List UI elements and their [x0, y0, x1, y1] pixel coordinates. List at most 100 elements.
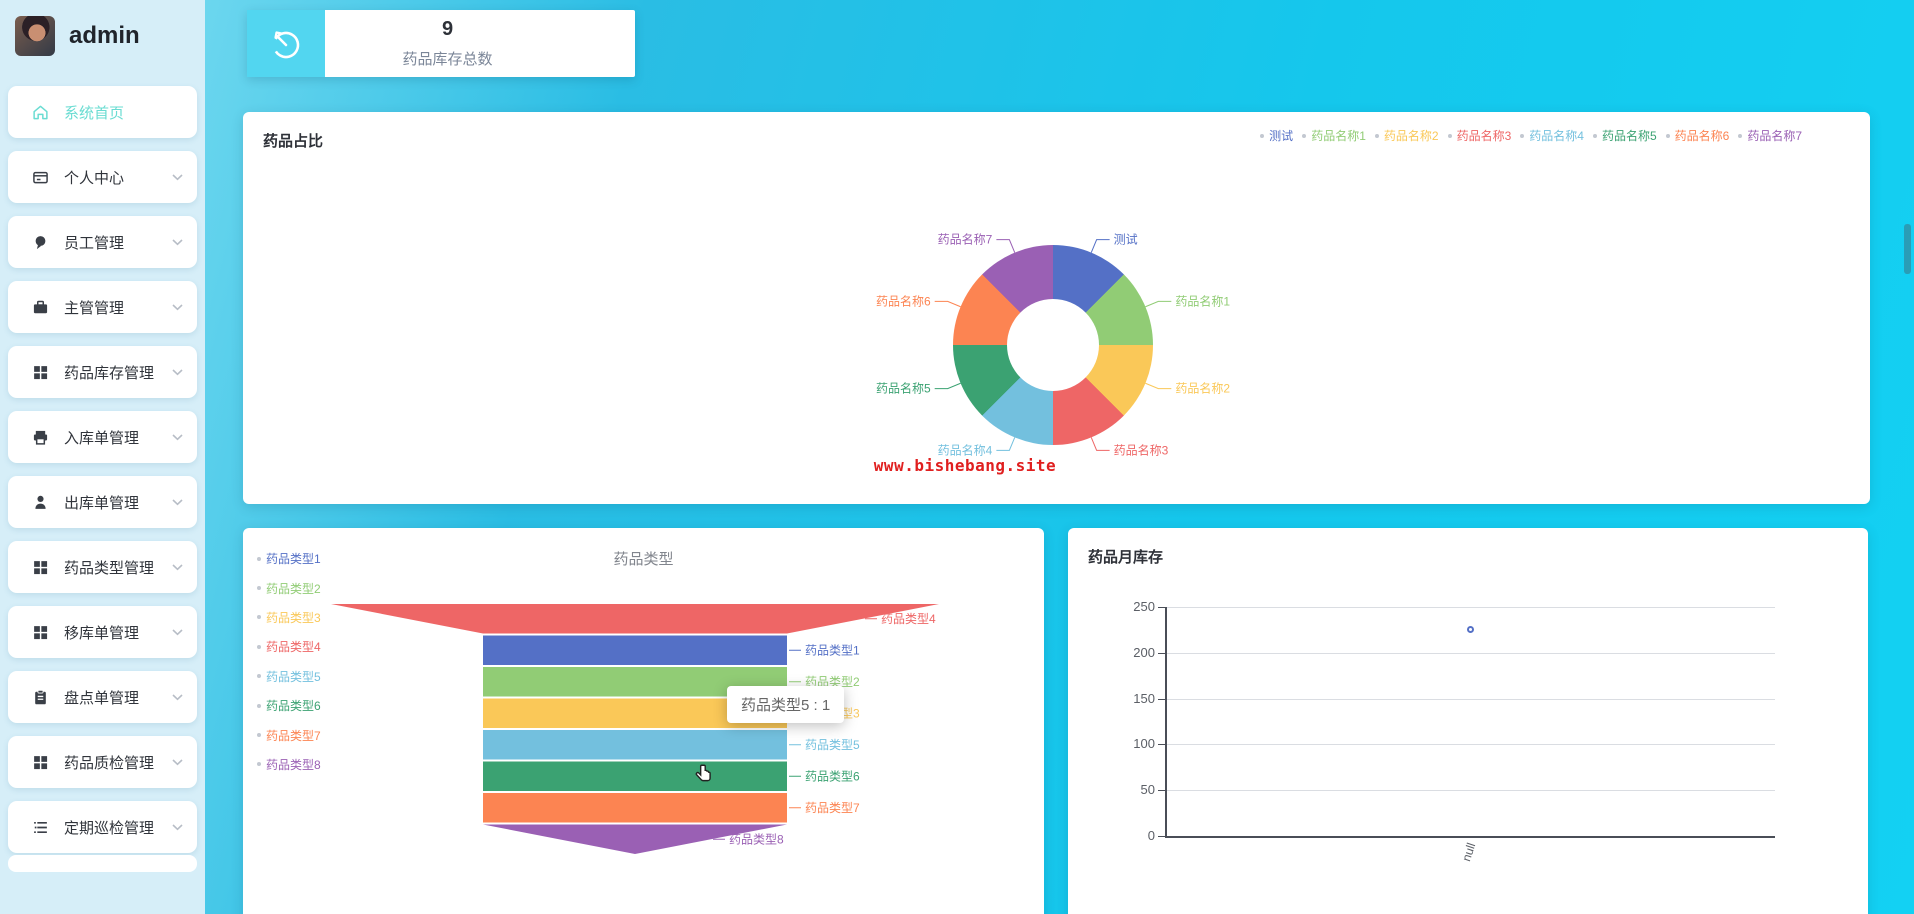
legend-dot-icon [1665, 133, 1670, 138]
funnel-legend-item[interactable]: 药品类型5 [257, 662, 321, 691]
funnel-layer[interactable] [483, 730, 787, 760]
sidebar-item-9[interactable]: 移库单管理 [8, 606, 197, 658]
pie-legend-item[interactable]: 药品名称2 [1374, 127, 1439, 144]
funnel-legend-item[interactable]: 药品类型1 [257, 544, 321, 573]
stat-label: 药品库存总数 [402, 51, 493, 68]
funnel-layer-label: 药品类型7 [805, 801, 860, 815]
sidebar-item-4[interactable]: 主管管理 [8, 281, 197, 333]
funnel-legend-item[interactable]: 药品类型2 [257, 573, 321, 602]
sidebar-item-8[interactable]: 药品类型管理 [8, 541, 197, 593]
y-axis-line [1165, 607, 1167, 837]
line-data-point[interactable] [1466, 626, 1474, 634]
gridline [1165, 607, 1775, 608]
employee-icon [32, 234, 49, 251]
sidebar-item-2[interactable]: 个人中心 [8, 151, 197, 203]
sidebar-item-partial[interactable] [8, 855, 197, 872]
gridline [1165, 744, 1775, 746]
funnel-legend-item[interactable]: 药品类型3 [257, 603, 321, 632]
legend-dot-icon [1447, 133, 1452, 138]
funnel-layer-label: 药品类型8 [729, 832, 784, 846]
pie-legend-item[interactable]: 药品名称7 [1738, 127, 1802, 144]
legend-dot-icon [1302, 133, 1307, 138]
pie-legend-item[interactable]: 药品名称4 [1520, 127, 1584, 144]
y-tick [1158, 836, 1165, 837]
y-tick-label: 100 [1133, 736, 1155, 752]
pie-legend-item[interactable]: 药品名称1 [1302, 127, 1366, 144]
y-tick-label: 250 [1133, 599, 1155, 614]
pie-slice-label: 药品名称7 [938, 232, 993, 247]
line-card-title: 药品月库存 [1088, 549, 1164, 566]
pie-legend-item[interactable]: 药品名称3 [1447, 127, 1511, 144]
avatar [15, 16, 55, 56]
sidebar-item-7[interactable]: 出库单管理 [8, 476, 197, 528]
sidebar-item-label: 药品库存管理 [64, 364, 155, 382]
sidebar-item-6[interactable]: 入库单管理 [8, 411, 197, 463]
funnel-layer[interactable] [483, 793, 787, 823]
funnel-legend-item[interactable]: 药品类型7 [257, 720, 321, 749]
y-tick [1158, 607, 1165, 608]
legend-dot-icon [257, 556, 261, 561]
chart-tooltip: 药品类型5 : 1 [727, 686, 845, 723]
funnel-layer[interactable] [483, 824, 787, 855]
list-icon [32, 819, 49, 836]
x-axis-line [1165, 836, 1775, 838]
funnel-card-title: 药品类型 [613, 551, 674, 568]
funnel-legend-item[interactable]: 药品类型8 [257, 750, 321, 779]
sidebar: admin 系统首页个人中心员工管理主管管理药品库存管理入库单管理出库单管理药品… [0, 0, 205, 914]
gridline [1165, 652, 1775, 654]
funnel-layer[interactable] [483, 698, 787, 729]
sidebar-item-3[interactable]: 员工管理 [8, 216, 197, 268]
y-tick [1158, 698, 1165, 700]
mouse-pointer-cursor [695, 764, 711, 782]
id-card-icon [32, 169, 49, 186]
scrollbar[interactable] [1904, 224, 1911, 274]
sidebar-item-1[interactable]: 系统首页 [8, 86, 197, 138]
funnel-chart[interactable]: 药品类型4药品类型1药品类型2药品类型3药品类型5药品类型6药品类型7药品类型8 [243, 528, 1044, 914]
sidebar-item-label: 出库单管理 [64, 494, 140, 512]
sidebar-item-label: 药品质检管理 [64, 754, 155, 772]
legend-dot-icon [257, 644, 261, 649]
funnel-layer-label: 药品类型5 [805, 738, 860, 752]
sidebar-item-label: 定期巡检管理 [64, 819, 155, 837]
y-tick [1158, 652, 1165, 654]
legend-dot-icon [257, 674, 261, 679]
sidebar-item-12[interactable]: 定期巡检管理 [8, 801, 197, 853]
briefcase-icon [32, 299, 49, 316]
funnel-layer-label: 药品类型6 [805, 769, 860, 783]
stat-value: 9 [441, 18, 454, 40]
username: admin [69, 22, 140, 49]
sidebar-item-10[interactable]: 盘点单管理 [8, 671, 197, 723]
pie-legend-item[interactable]: 药品名称6 [1665, 127, 1729, 144]
sidebar-item-label: 盘点单管理 [64, 689, 140, 707]
pie-chart-card: 药品占比 测试 药品名称1 药品名称2 药品名称3 药品名称4 药品名称5 药品名称6 药品名… [243, 112, 1870, 504]
y-tick-label: 150 [1133, 690, 1155, 706]
legend-dot-icon [1592, 133, 1597, 138]
funnel-layer[interactable] [483, 761, 787, 792]
sidebar-item-5[interactable]: 药品库存管理 [8, 346, 197, 398]
y-tick-label: 0 [1147, 828, 1155, 843]
legend-dot-icon [1374, 133, 1379, 138]
sidebar-item-label: 员工管理 [64, 234, 125, 252]
line-chart[interactable]: 250 200 150 100 50 0 null [1133, 599, 1775, 863]
grid-icon [32, 364, 49, 381]
sidebar-item-11[interactable]: 药品质检管理 [8, 736, 197, 788]
stat-body: 9 药品库存总数 [325, 10, 570, 77]
user-profile: admin [0, 0, 205, 56]
pie-slice-label: 药品名称6 [876, 293, 931, 308]
pie-slice-label: 药品名称1 [1175, 293, 1230, 308]
pie-slice-label: 药品名称5 [876, 381, 931, 396]
pie-legend-item[interactable]: 测试 [1260, 127, 1293, 144]
sidebar-item-label: 主管管理 [64, 299, 125, 317]
funnel-layer-label: 药品类型2 [805, 675, 860, 689]
funnel-legend-item[interactable]: 药品类型6 [257, 691, 321, 720]
x-axis-label: null [1459, 841, 1479, 864]
gridline [1165, 698, 1775, 700]
funnel-layer[interactable] [483, 667, 787, 697]
funnel-legend-item[interactable]: 药品类型4 [257, 632, 321, 661]
funnel-layer[interactable] [331, 604, 939, 634]
stock-total-stat-card: 9 药品库存总数 [247, 10, 635, 77]
pie-legend-item[interactable]: 药品名称5 [1592, 127, 1657, 144]
funnel-layer[interactable] [483, 635, 787, 666]
clipboard-icon [32, 689, 49, 706]
